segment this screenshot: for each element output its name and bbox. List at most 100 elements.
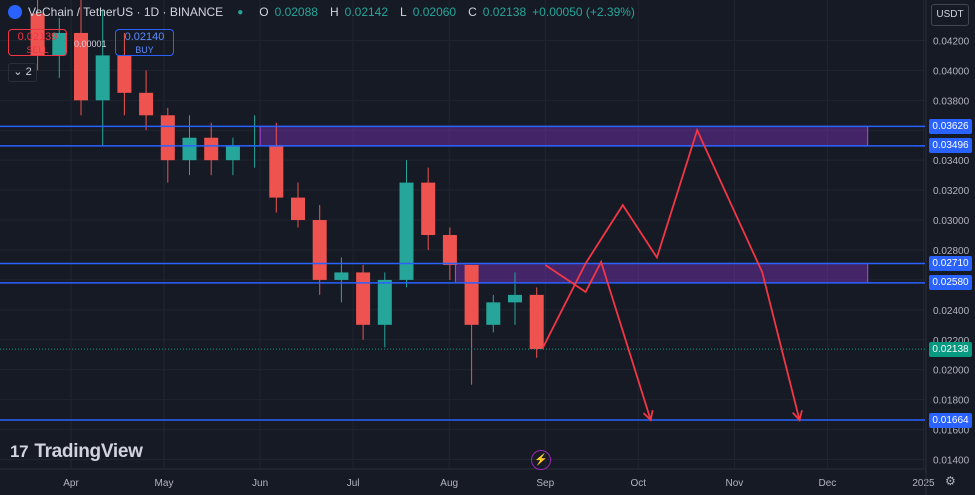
x-tick-label: Apr <box>63 478 79 489</box>
y-tick-label: 0.03400 <box>933 156 970 167</box>
candle <box>95 10 110 146</box>
candle-body <box>399 182 414 280</box>
candle <box>269 122 284 213</box>
y-tick-label: 0.03200 <box>933 186 970 197</box>
candle-body <box>464 264 479 325</box>
buy-button[interactable]: 0.02140 BUY <box>115 29 174 56</box>
candle-body <box>529 294 544 350</box>
events-flash-icon[interactable]: ⚡ <box>531 450 551 470</box>
x-tick-label: Nov <box>726 478 744 489</box>
sell-label: SELL <box>26 45 49 55</box>
candle-body <box>334 272 349 280</box>
projection-path <box>544 259 652 421</box>
candle <box>334 257 349 303</box>
y-tick-label: 0.01800 <box>933 396 970 407</box>
candle <box>204 122 219 176</box>
spread-value: 0.00001 <box>74 39 107 49</box>
price-level-tag[interactable]: 0.03626 <box>929 118 972 134</box>
y-tick-label: 0.02000 <box>933 366 970 377</box>
candle <box>508 272 522 325</box>
candle <box>52 17 67 78</box>
candle-body <box>486 302 501 325</box>
candle-body <box>442 235 457 265</box>
candle <box>291 182 305 228</box>
price-level-tag[interactable]: 0.02710 <box>929 255 972 271</box>
candle-body <box>421 182 436 236</box>
y-tick-label: 0.03800 <box>933 96 970 107</box>
candle-body <box>95 55 110 101</box>
supply-zone <box>454 262 869 284</box>
candle-body <box>160 115 175 161</box>
x-tick-label: Sep <box>536 478 554 489</box>
candle <box>377 272 392 348</box>
gear-icon[interactable]: ⚙ <box>945 474 956 488</box>
candle <box>529 287 544 358</box>
x-tick-label: Aug <box>440 478 458 489</box>
candle-body <box>312 220 327 280</box>
candle-body <box>508 294 522 303</box>
tradingview-logo[interactable]: 17 TradingView <box>10 441 143 463</box>
currency-selector[interactable]: USDT <box>931 4 969 26</box>
supply-zone <box>259 125 869 147</box>
tradingview-mark-icon: 17 <box>10 442 29 461</box>
candle-body <box>356 272 371 325</box>
sell-button[interactable]: 0.02139 SELL <box>8 29 67 56</box>
candle <box>30 0 45 71</box>
candle-body <box>204 137 219 161</box>
chevron-down-icon: ⌄ <box>13 66 23 78</box>
candle-body <box>182 137 197 161</box>
x-tick-label: May <box>155 478 174 489</box>
projection-arrowhead <box>642 410 654 422</box>
x-tick-label: Dec <box>819 478 837 489</box>
indicators-count: 2 <box>25 66 32 78</box>
y-tick-label: 0.01600 <box>933 426 970 437</box>
candle-body <box>225 145 240 161</box>
indicators-toggle[interactable]: ⌄ 2 <box>8 63 37 82</box>
y-tick-label: 0.02800 <box>933 246 970 257</box>
candle-body <box>52 32 67 56</box>
projection-path <box>541 127 801 421</box>
y-tick-label: 0.04200 <box>933 36 970 47</box>
y-tick-label: 0.02200 <box>933 336 970 347</box>
market-status-icon: ● <box>237 6 244 18</box>
price-level-tag[interactable]: 0.03496 <box>929 138 972 154</box>
high-label: H <box>329 5 339 19</box>
high-value: 0.02142 <box>344 5 389 19</box>
price-level-tag[interactable]: 0.02138 <box>929 341 972 357</box>
candle <box>225 137 240 176</box>
symbol-title[interactable]: VeChain / TetherUS · 1D · BINANCE <box>28 5 224 19</box>
candle-body <box>291 197 305 221</box>
low-value: 0.02060 <box>412 5 457 19</box>
open-value: 0.02088 <box>274 5 318 19</box>
x-tick-label: Jul <box>347 478 360 489</box>
candle <box>117 32 132 116</box>
tradingview-wordmark: TradingView <box>34 441 143 462</box>
y-tick-label: 0.04000 <box>933 66 970 77</box>
price-level-tag[interactable]: 0.02580 <box>929 275 972 291</box>
candle <box>486 294 501 333</box>
sell-price: 0.02139 <box>17 31 58 43</box>
vechain-logo-icon <box>8 5 22 19</box>
buy-price: 0.02140 <box>124 31 165 43</box>
close-value: 0.02138 <box>482 5 527 19</box>
buy-label: BUY <box>135 45 154 55</box>
candle-body <box>377 279 392 325</box>
candle <box>464 264 479 385</box>
candle-body <box>30 13 45 56</box>
candle-body <box>74 32 88 101</box>
open-label: O <box>259 5 269 19</box>
change-value: +0.00050 (+2.39%) <box>532 5 635 19</box>
x-tick-label: 2025 <box>912 478 935 489</box>
candle <box>139 70 154 131</box>
y-tick-label: 0.02400 <box>933 306 970 317</box>
price-level-tag[interactable]: 0.01664 <box>929 412 972 428</box>
candle <box>312 205 327 295</box>
x-tick-label: Oct <box>631 478 647 489</box>
candle-body <box>269 145 284 198</box>
low-label: L <box>400 5 407 19</box>
projection-arrowhead <box>792 410 803 422</box>
candle <box>442 227 457 280</box>
y-tick-label: 0.03000 <box>933 216 970 227</box>
